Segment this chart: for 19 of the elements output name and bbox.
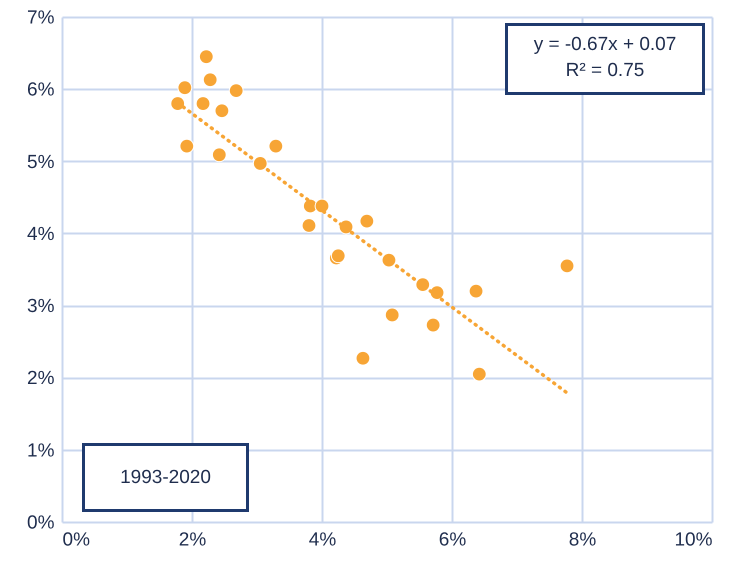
x-tick-label: 4% (308, 530, 336, 550)
y-tick-label: 7% (27, 8, 55, 28)
y-tick-label: 0% (27, 512, 55, 534)
y-tick-label: 5% (27, 152, 55, 173)
y-tick-label: 6% (27, 80, 55, 101)
y-tick-label: 3% (27, 296, 55, 318)
x-tick-label: 2% (178, 530, 206, 550)
note-box: 1993-2020 (82, 443, 249, 512)
annotation: y = -0.67x + 0.07 (532, 33, 678, 57)
x-tick-label: 10% (674, 530, 713, 550)
y-tick-label: 4% (27, 224, 55, 245)
x-tick-label: 0% (62, 530, 90, 550)
x-tick-label: 6% (438, 530, 466, 550)
y-tick-label: 1% (27, 440, 55, 462)
annotation: R² = 0.75 (564, 59, 646, 83)
y-tick-label: 2% (27, 368, 55, 390)
x-tick-label: 8% (568, 530, 596, 550)
note-box: y = -0.67x + 0.07 R² = 0.75 (505, 23, 705, 95)
annotation: 1993-2020 (119, 466, 212, 490)
